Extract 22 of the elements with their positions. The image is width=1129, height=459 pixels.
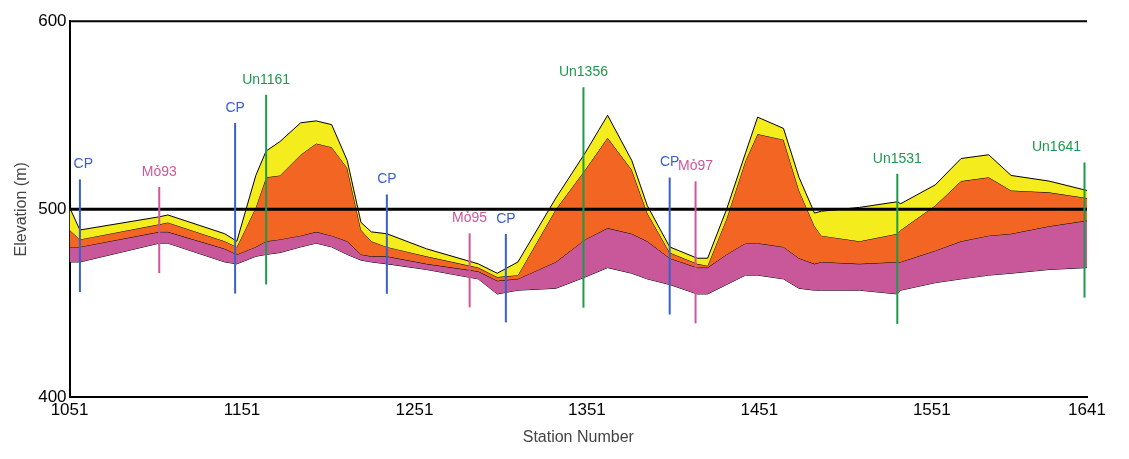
ref-line-label: CP [659,153,680,170]
x-axis-title: Station Number [522,427,635,445]
ref-line-label: Un1641 [1031,138,1082,155]
ref-line-label: CP [73,155,94,172]
ref-line-label: Mỏ95 [452,209,488,226]
ref-line-label: Mỏ97 [678,157,714,174]
ref-line-label: Un1531 [872,149,923,166]
y-tick-label: 600 [38,10,67,30]
ref-line-label: CP [496,209,516,226]
ref-line-label: CP [225,98,245,115]
x-tick-label: 1151 [223,400,261,420]
ref-line-label: CP [377,170,397,187]
ref-line-label: Mỏ93 [141,162,177,179]
x-tick-label: 1351 [567,400,606,420]
ref-line-label: Un1161 [242,70,291,87]
y-axis-title: Elevation (m) [12,162,30,257]
x-tick-label: 1551 [912,400,951,420]
x-tick-label: 1641 [1068,400,1106,420]
ref-line-label: Un1356 [558,63,609,80]
x-tick-label: 1451 [740,400,779,420]
x-tick-label: 1251 [395,400,434,420]
y-tick-label: 500 [38,198,67,218]
